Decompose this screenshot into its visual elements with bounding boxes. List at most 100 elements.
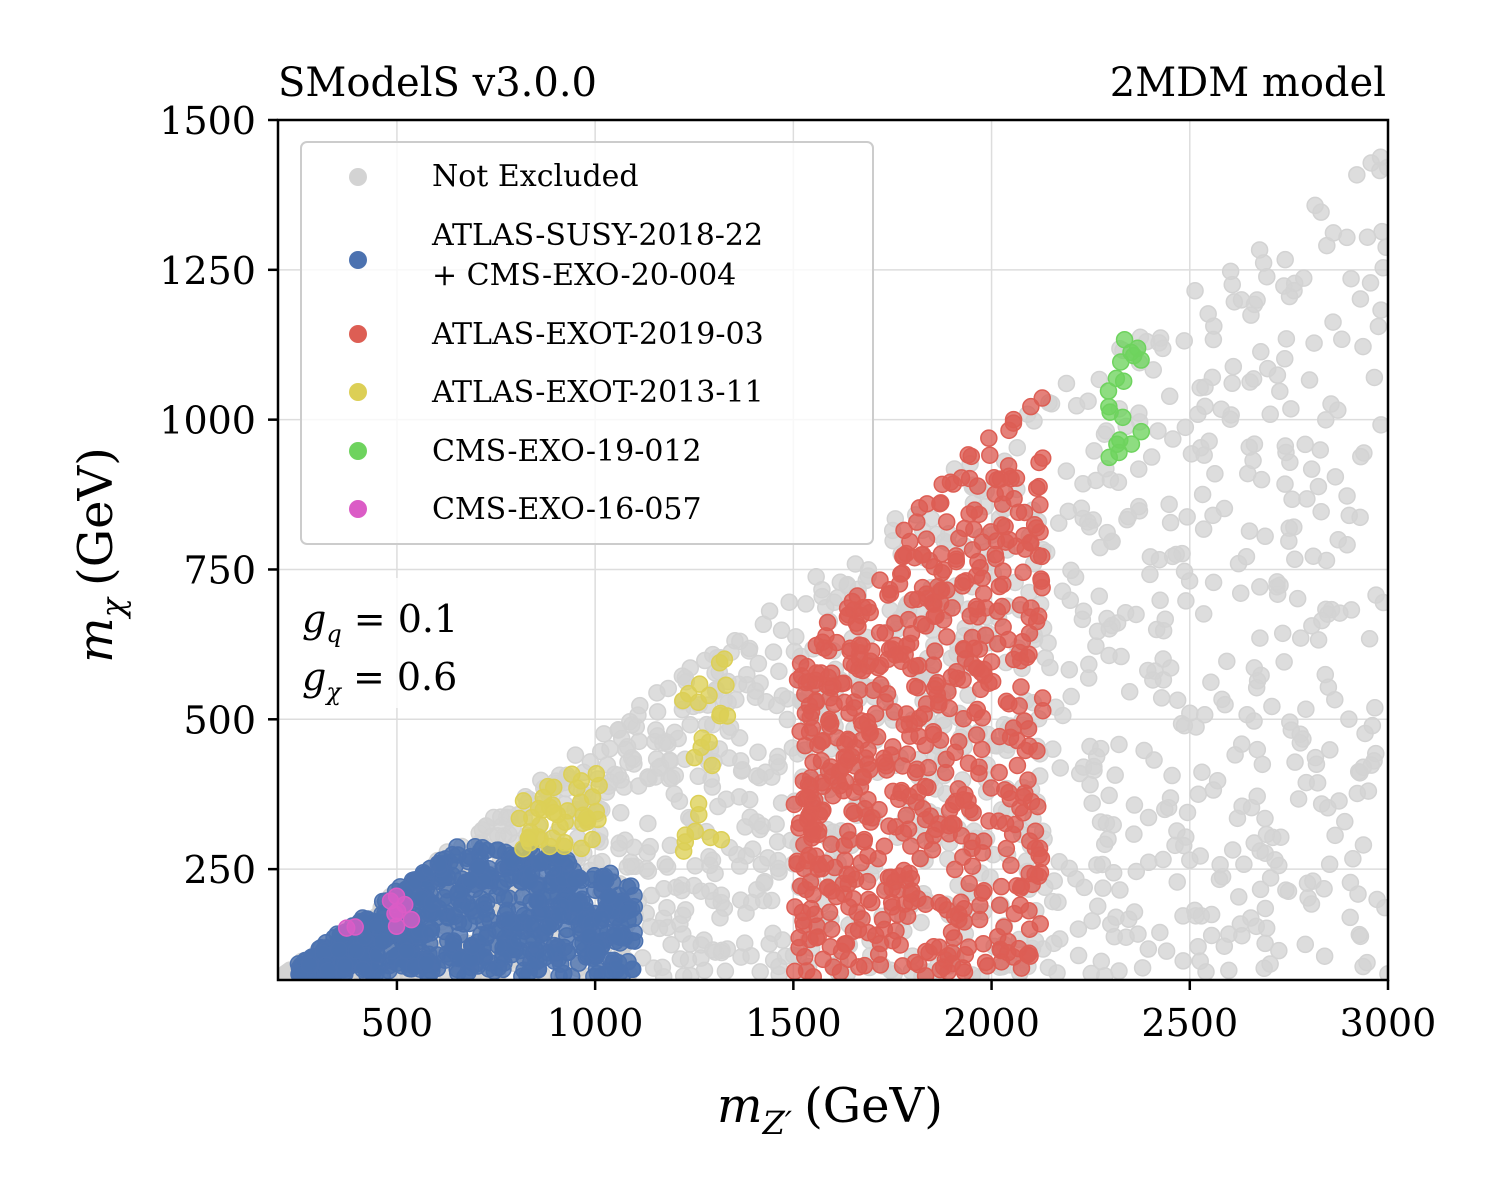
- point-cms-exo-19-012: [1107, 369, 1126, 388]
- point-not-excluded: [1051, 759, 1070, 777]
- point-not-excluded: [1321, 741, 1339, 759]
- point-not-excluded: [1223, 374, 1241, 393]
- point-not-excluded: [1111, 881, 1129, 899]
- point-not-excluded: [1135, 741, 1153, 760]
- point-atlas-exot-2013-11: [690, 675, 709, 693]
- point-atlas-exot-2019-03: [970, 758, 988, 776]
- point-atlas-exot-2013-11: [712, 830, 731, 849]
- point-not-excluded: [1081, 775, 1099, 794]
- point-not-excluded: [1226, 746, 1244, 764]
- point-cms-exo-19-012: [1122, 435, 1141, 453]
- point-not-excluded: [648, 703, 667, 721]
- point-not-excluded: [1302, 460, 1321, 478]
- point-atlas-exot-2019-03: [909, 955, 928, 974]
- point-atlas-exot-2019-03: [990, 763, 1008, 782]
- point-not-excluded: [764, 643, 783, 661]
- point-atlas-exot-2013-11: [700, 733, 718, 751]
- point-atlas-exot-2019-03: [843, 802, 861, 821]
- point-not-excluded: [1305, 334, 1323, 352]
- point-atlas-exot-2019-03: [997, 839, 1016, 858]
- point-atlas-exot-2019-03: [1009, 503, 1028, 522]
- point-not-excluded: [1191, 952, 1209, 970]
- point-atlas-exot-2019-03: [982, 653, 1001, 671]
- point-atlas-susy-2018-22: [597, 871, 615, 889]
- point-not-excluded: [1308, 774, 1327, 792]
- point-atlas-exot-2019-03: [918, 589, 937, 608]
- point-not-excluded: [1062, 687, 1080, 706]
- point-atlas-susy-2018-22: [565, 871, 584, 889]
- point-atlas-exot-2019-03: [859, 846, 877, 865]
- point-cms-exo-16-057: [387, 917, 406, 936]
- point-atlas-exot-2013-11: [717, 676, 735, 694]
- point-not-excluded: [1057, 374, 1076, 393]
- point-not-excluded: [1106, 766, 1124, 784]
- point-atlas-exot-2019-03: [949, 905, 968, 923]
- x-tick-label-500: 500: [361, 1001, 434, 1045]
- point-not-excluded: [1252, 470, 1271, 489]
- point-not-excluded: [1309, 477, 1328, 496]
- point-not-excluded: [1186, 282, 1204, 300]
- legend-marker-cms-exo-19-012: [349, 442, 367, 460]
- legend-label-atlas-exot-2013-11: ATLAS-EXOT-2013-11: [431, 375, 764, 410]
- point-not-excluded: [1377, 238, 1388, 256]
- point-not-excluded: [1110, 735, 1128, 754]
- point-not-excluded: [1057, 462, 1076, 480]
- point-not-excluded: [566, 746, 585, 764]
- point-atlas-exot-2019-03: [955, 963, 974, 980]
- point-not-excluded: [1160, 387, 1179, 406]
- point-atlas-susy-2018-22: [397, 942, 416, 960]
- legend-label-cms-exo-20-004: + CMS-EXO-20-004: [432, 258, 736, 293]
- point-atlas-exot-2019-03: [936, 763, 955, 782]
- point-atlas-exot-2019-03: [959, 938, 978, 956]
- point-not-excluded: [1351, 290, 1370, 308]
- point-not-excluded: [1360, 630, 1379, 648]
- legend-box: [300, 141, 874, 545]
- point-atlas-exot-2019-03: [1014, 563, 1032, 582]
- point-atlas-susy-2018-22: [518, 967, 536, 980]
- point-atlas-exot-2019-03: [986, 485, 1004, 503]
- point-not-excluded: [1129, 460, 1148, 478]
- point-atlas-exot-2019-03: [908, 678, 927, 697]
- point-atlas-exot-2019-03: [985, 469, 1003, 487]
- point-atlas-exot-2019-03: [947, 663, 966, 681]
- point-not-excluded: [1354, 337, 1372, 356]
- point-atlas-exot-2019-03: [919, 778, 937, 797]
- point-not-excluded: [1154, 850, 1172, 869]
- point-not-excluded: [1161, 789, 1180, 807]
- point-not-excluded: [1333, 330, 1351, 349]
- point-not-excluded: [1367, 586, 1385, 604]
- point-not-excluded: [1256, 899, 1275, 918]
- point-not-excluded: [1069, 946, 1088, 965]
- point-not-excluded: [813, 587, 831, 606]
- point-atlas-exot-2019-03: [815, 639, 834, 657]
- point-not-excluded: [751, 963, 769, 980]
- point-atlas-exot-2019-03: [1004, 414, 1023, 432]
- point-atlas-exot-2019-03: [1020, 608, 1039, 626]
- point-not-excluded: [1317, 551, 1336, 570]
- point-not-excluded: [1341, 908, 1359, 927]
- point-not-excluded: [1050, 514, 1068, 532]
- point-not-excluded: [1069, 920, 1088, 938]
- point-atlas-exot-2019-03: [899, 820, 918, 838]
- point-not-excluded: [1096, 967, 1114, 980]
- point-not-excluded: [1271, 382, 1289, 401]
- point-atlas-exot-2019-03: [920, 943, 938, 962]
- point-not-excluded: [1210, 870, 1229, 889]
- point-atlas-exot-2019-03: [1020, 920, 1039, 938]
- point-atlas-exot-2019-03: [911, 849, 929, 868]
- point-not-excluded: [1120, 910, 1138, 929]
- point-atlas-exot-2019-03: [824, 958, 842, 976]
- point-not-excluded: [1208, 771, 1227, 790]
- point-not-excluded: [741, 808, 759, 827]
- point-atlas-exot-2019-03: [1008, 756, 1027, 775]
- point-atlas-exot-2013-11: [718, 707, 737, 725]
- point-atlas-exot-2019-03: [876, 693, 894, 711]
- point-atlas-exot-2019-03: [923, 841, 942, 859]
- chart-title-right: 2MDM model: [1110, 60, 1386, 106]
- point-not-excluded: [1045, 934, 1063, 953]
- point-atlas-exot-2019-03: [834, 874, 853, 893]
- point-not-excluded: [1324, 313, 1342, 331]
- point-not-excluded: [1270, 941, 1288, 960]
- point-atlas-exot-2019-03: [1011, 596, 1030, 614]
- point-atlas-exot-2019-03: [840, 831, 859, 849]
